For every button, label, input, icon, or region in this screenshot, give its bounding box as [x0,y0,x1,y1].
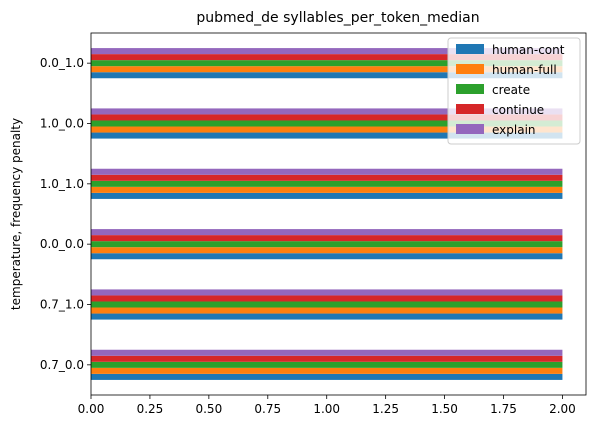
legend-swatch-create [456,84,484,94]
bar-human-full-0.7_1.0 [91,307,563,314]
legend-label-create: create [492,83,530,97]
legend-swatch-explain [456,124,484,134]
bar-create-0.7_0.0 [91,361,563,368]
y-axis-label: temperature, frequency penalty [9,118,23,310]
x-tick-label: 1.25 [372,402,399,416]
bar-create-1.0_1.0 [91,180,563,187]
y-tick-label: 0.0_0.0 [40,237,84,251]
bar-explain-0.7_1.0 [91,289,563,296]
legend-label-human-full: human-full [492,63,557,77]
x-tick-label: 0.50 [195,402,222,416]
legend-label-continue: continue [492,103,544,117]
bar-create-0.7_1.0 [91,301,563,308]
bar-human-cont-0.0_1.0 [91,72,563,79]
bar-explain-1.0_1.0 [91,168,563,175]
x-tick-label: 1.00 [313,402,340,416]
bar-explain-0.0_0.0 [91,229,563,236]
bar-human-cont-0.7_0.0 [91,373,563,380]
bar-human-full-0.0_1.0 [91,66,563,73]
bar-continue-1.0_0.0 [91,114,563,121]
y-tick-label: 1.0_1.0 [40,177,84,191]
bar-continue-0.7_0.0 [91,355,563,362]
x-tick-label: 1.75 [490,402,517,416]
bar-human-cont-1.0_1.0 [91,192,563,199]
bar-explain-1.0_0.0 [91,108,563,115]
x-axis: 0.00 0.25 0.50 0.75 1.00 1.25 1.50 1.75 2.00 [78,395,576,416]
bar-human-full-1.0_1.0 [91,186,563,193]
bars-group [91,48,563,380]
bar-continue-0.0_1.0 [91,54,563,61]
y-tick-label: 1.0_0.0 [40,117,84,131]
bar-continue-1.0_1.0 [91,174,563,181]
bar-continue-0.7_1.0 [91,295,563,302]
legend-swatch-human-cont [456,44,484,54]
x-tick-label: 0.25 [137,402,164,416]
bar-continue-0.0_0.0 [91,235,563,242]
x-tick-label: 0.00 [78,402,105,416]
bar-human-cont-0.0_0.0 [91,253,563,260]
legend-swatch-human-full [456,64,484,74]
bar-create-0.0_1.0 [91,60,563,67]
x-tick-label: 1.50 [431,402,458,416]
y-tick-label: 0.7_1.0 [40,298,84,312]
y-axis: 0.7_0.0 0.7_1.0 0.0_0.0 1.0_1.0 1.0_0.0 0.0_1… [40,56,91,372]
y-tick-label: 0.7_0.0 [40,358,84,372]
y-tick-label: 0.0_1.0 [40,56,84,70]
bar-human-cont-0.7_1.0 [91,313,563,320]
bar-explain-0.7_0.0 [91,349,563,356]
bar-human-cont-1.0_0.0 [91,132,563,139]
bar-create-0.0_0.0 [91,241,563,248]
bar-explain-0.0_1.0 [91,48,563,55]
plot-frame [90,32,587,396]
chart-title: pubmed_de syllables_per_token_median [196,10,479,26]
legend-label-explain: explain [492,123,536,137]
bar-human-full-0.7_0.0 [91,367,563,374]
bar-human-full-1.0_0.0 [91,126,563,133]
bar-human-full-0.0_0.0 [91,247,563,254]
x-tick-label: 2.00 [549,402,576,416]
legend: human-cont human-full create continue explai… [447,37,581,145]
legend-swatch-continue [456,104,484,114]
bar-create-1.0_0.0 [91,120,563,127]
x-tick-label: 0.75 [254,402,281,416]
legend-label-human-cont: human-cont [492,43,565,57]
